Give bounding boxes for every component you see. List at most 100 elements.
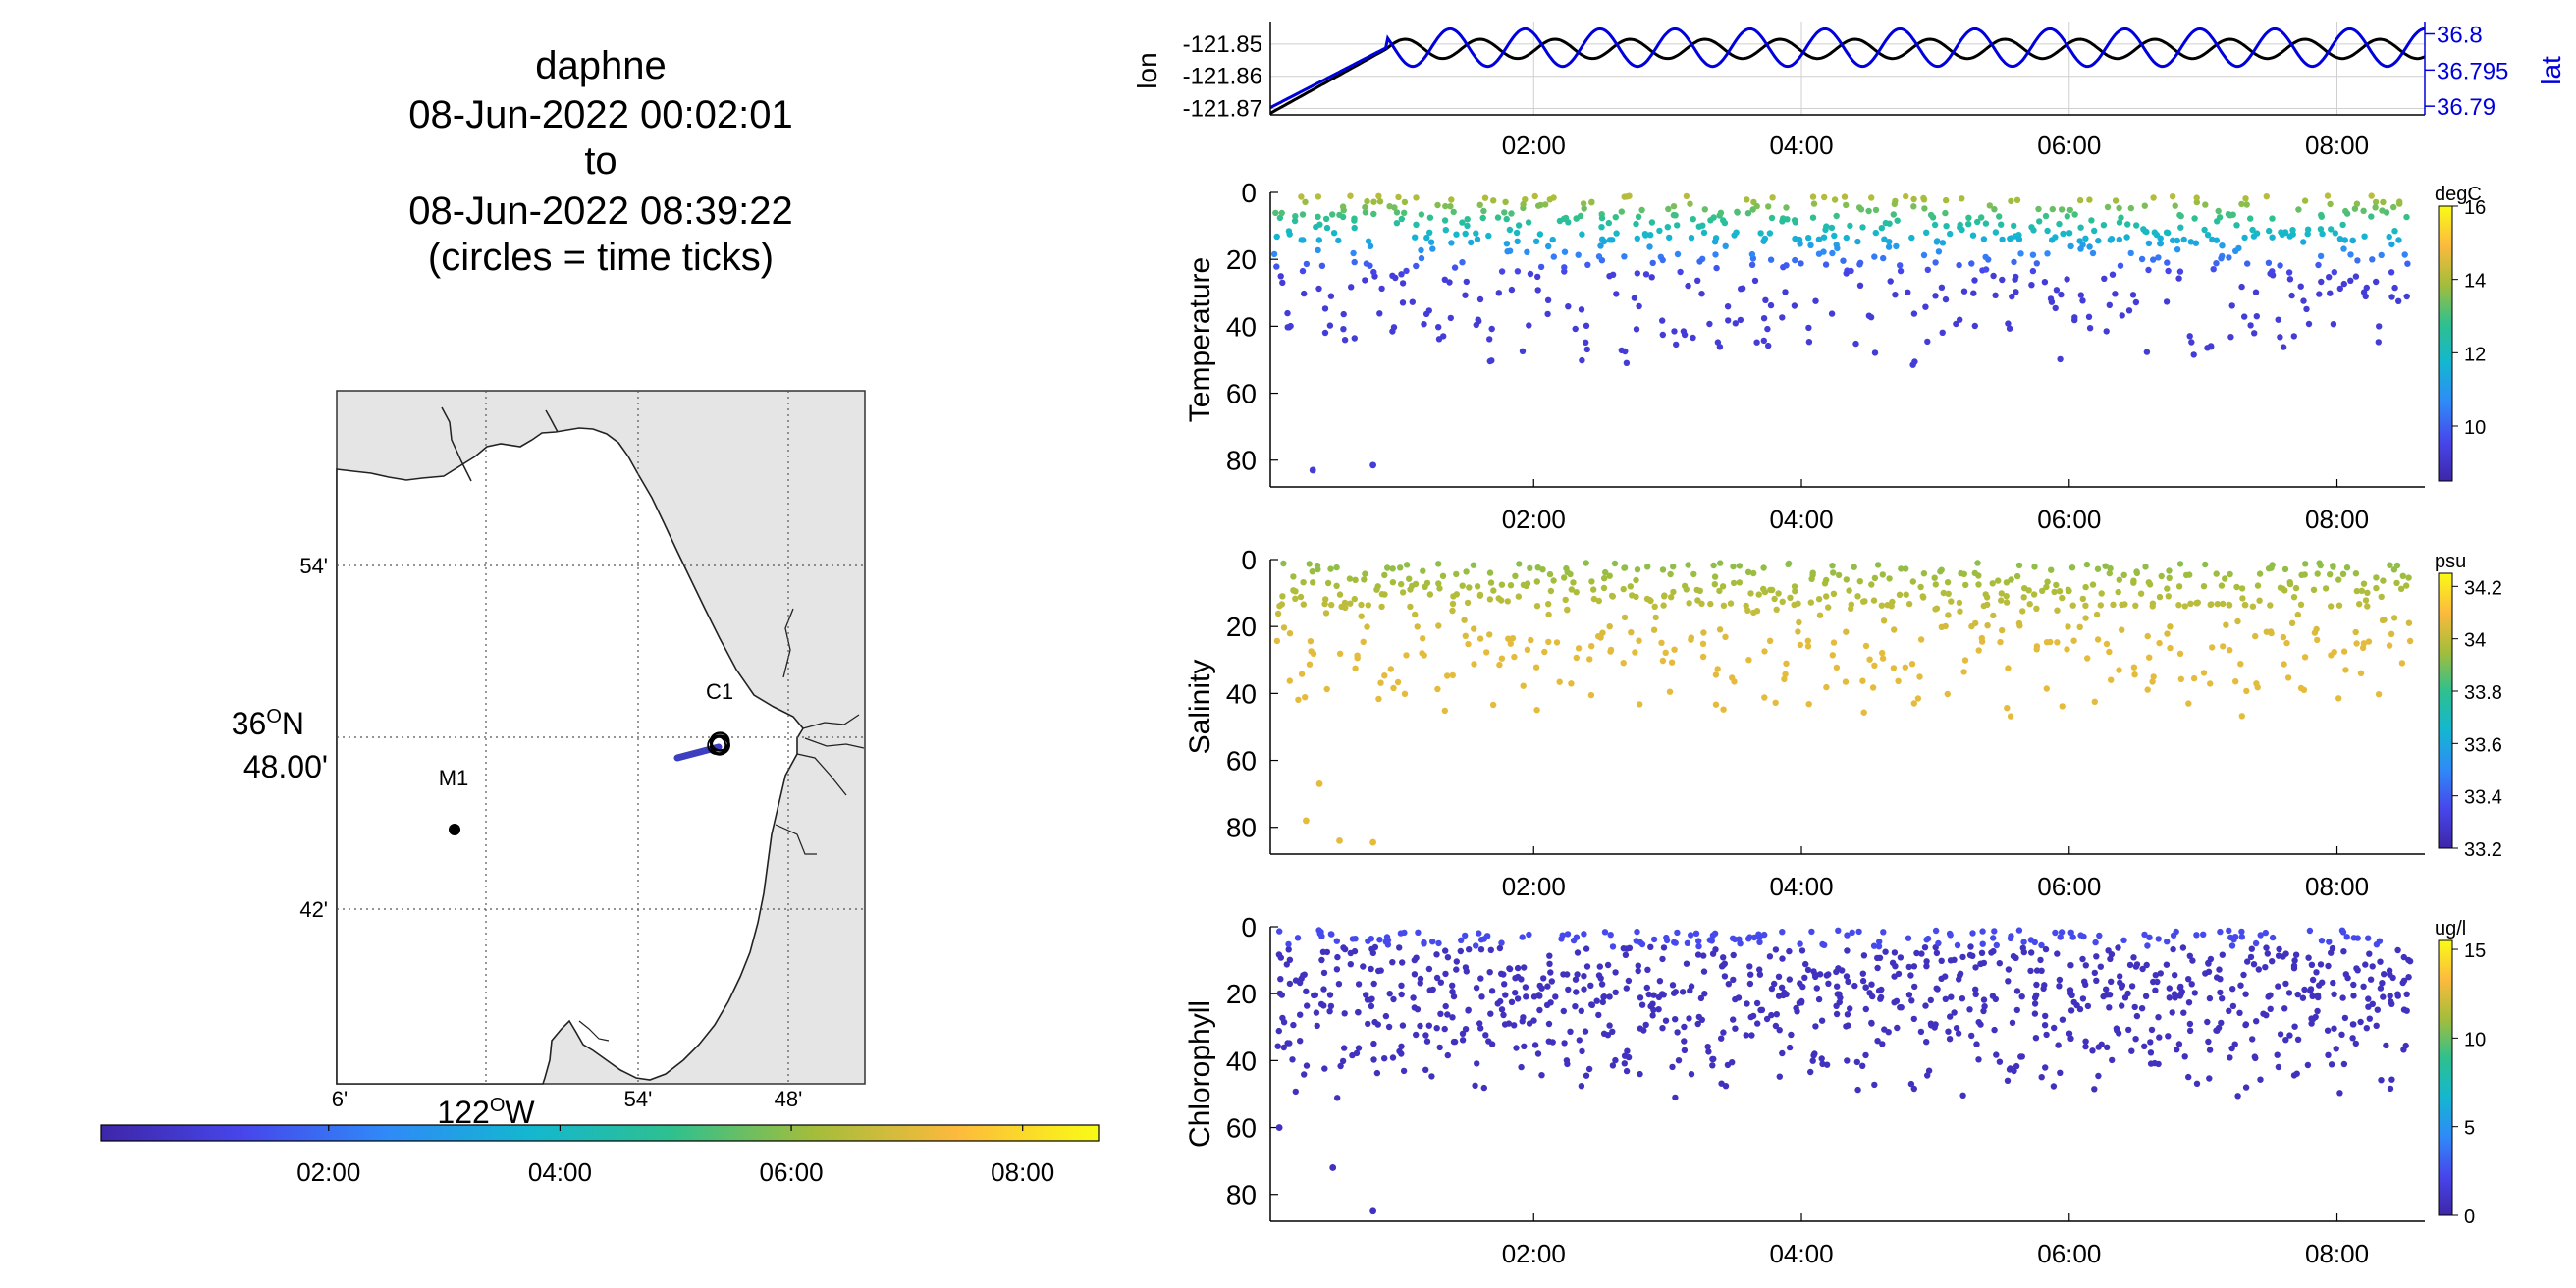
salinity-y-tick-label: 40: [1226, 678, 1257, 709]
salinity-point: [2256, 570, 2264, 577]
chlorophyll-point: [2119, 1002, 2125, 1009]
chlorophyll-point: [1296, 979, 1304, 987]
salinity-point: [2098, 590, 2105, 597]
chlorophyll-point: [1635, 962, 1642, 969]
chlorophyll-point: [1435, 939, 1442, 947]
salinity-point: [1419, 650, 1425, 657]
temperature-point: [1768, 214, 1776, 222]
salinity-point: [2292, 584, 2300, 592]
chlorophyll-point: [1700, 952, 1707, 959]
salinity-point: [1620, 585, 1627, 593]
chlorophyll-point: [2156, 1034, 2163, 1041]
chlorophyll-point: [2011, 1067, 2017, 1075]
temperature-point: [2318, 213, 2325, 220]
temperature-point: [1503, 241, 1511, 247]
chlorophyll-point: [2096, 932, 2103, 939]
temperature-point: [1642, 271, 1650, 278]
temperature-point: [1757, 230, 1764, 237]
chlorophyll-point: [2130, 954, 2137, 961]
temperature-point: [1880, 254, 1887, 262]
temperature-point: [1809, 193, 1817, 200]
salinity-point: [1761, 694, 1768, 701]
temperature-point: [1868, 194, 1875, 201]
salinity-point: [2353, 640, 2360, 647]
chlorophyll-point: [1488, 988, 1496, 994]
temperature-point: [1578, 306, 1585, 313]
chlorophyll-point: [1477, 946, 1485, 953]
chlorophyll-point: [1472, 1082, 1478, 1090]
temperature-point: [1971, 277, 1978, 284]
salinity-points: [1273, 560, 2414, 846]
salinity-point: [1982, 591, 1989, 598]
chlorophyll-point: [1368, 995, 1375, 1002]
chlorophyll-point: [1923, 958, 1930, 965]
salinity-point: [2142, 564, 2149, 570]
harbor-lines-2: [775, 824, 817, 855]
chlorophyll-point: [1437, 979, 1445, 986]
temperature-point: [1664, 224, 1672, 231]
temperature-point: [1833, 212, 1840, 220]
salinity-point: [2302, 561, 2309, 567]
salinity-y-tick-label: 80: [1226, 813, 1257, 843]
salinity-point: [1300, 601, 1308, 608]
salinity-point: [2079, 595, 2086, 603]
salinity-point: [1781, 675, 1788, 683]
chlorophyll-point: [2389, 974, 2396, 982]
temperature-point: [1335, 237, 1342, 244]
temperature-point: [1302, 198, 1309, 205]
salinity-point: [1512, 572, 1519, 579]
temperature-point: [1641, 231, 1649, 238]
temperature-point: [1720, 217, 1727, 224]
temperature-point: [2235, 244, 2242, 252]
chlorophyll-point: [1869, 993, 1876, 1000]
chlorophyll-point: [1681, 1023, 1688, 1031]
chlorophyll-point: [1735, 994, 1743, 1001]
temperature-point: [1426, 229, 1433, 236]
chlorophyll-point: [1966, 951, 1974, 959]
salinity-point: [1869, 684, 1877, 691]
chlorophyll-point: [2339, 994, 2346, 1001]
chlorophyll-point: [1576, 1037, 1583, 1044]
temperature-point: [1545, 242, 1552, 250]
chlorophyll-point: [1871, 1081, 1878, 1089]
chlorophyll-point: [2388, 1000, 2395, 1007]
salinity-point: [1498, 581, 1506, 588]
temperature-point: [1513, 229, 1521, 237]
salinity-point: [1450, 593, 1457, 600]
temperature-point: [1854, 238, 1861, 245]
map-grid: [337, 391, 865, 1084]
salinity-point: [2054, 639, 2061, 646]
chlorophyll-point: [2331, 1025, 2337, 1032]
salinity-point: [1961, 657, 1969, 664]
salinity-point: [1377, 679, 1384, 686]
salinity-point: [2301, 654, 2309, 661]
temperature-point: [1805, 339, 1813, 346]
chlorophyll-point: [1672, 1016, 1679, 1023]
salinity-point: [1315, 565, 1321, 573]
chlorophyll-point: [1644, 966, 1651, 973]
temperature-point: [1634, 270, 1641, 277]
temperature-point: [2360, 207, 2367, 214]
temperature-point: [1634, 235, 1641, 242]
temperature-point: [2300, 239, 2307, 245]
chlorophyll-point: [2285, 990, 2293, 996]
temperature-point: [1701, 206, 1709, 213]
temperature-point: [2215, 207, 2222, 215]
salinity-point: [1956, 599, 1963, 607]
temperature-point: [1364, 197, 1370, 205]
chlorophyll-point: [1821, 941, 1828, 948]
salinity-point: [1374, 583, 1381, 590]
temperature-point: [1699, 222, 1706, 229]
chlorophyll-point: [1519, 934, 1526, 940]
temperature-point: [1671, 328, 1678, 335]
salinity-point: [2227, 570, 2233, 578]
temperature-point: [1613, 291, 1620, 297]
temperature-point: [2347, 277, 2354, 284]
salinity-point: [1652, 614, 1659, 621]
salinity-point: [2133, 568, 2140, 575]
salinity-point: [2202, 561, 2209, 568]
temperature-point: [1362, 203, 1368, 211]
salinity-point: [2352, 570, 2360, 577]
chlorophyll-point: [1382, 1012, 1390, 1020]
chlorophyll-point: [1802, 960, 1809, 968]
